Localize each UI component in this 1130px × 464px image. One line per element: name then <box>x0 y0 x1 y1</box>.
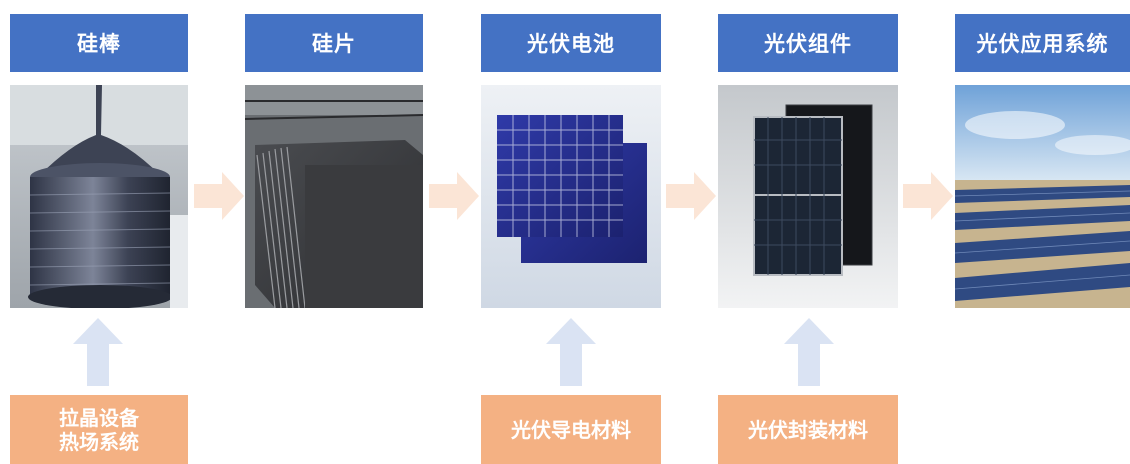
up-arrow-icon <box>546 318 596 386</box>
stage-label: 光伏电池 <box>527 32 615 56</box>
input-conductive-material: 光伏导电材料 <box>481 395 661 464</box>
stage-label: 硅棒 <box>77 32 121 56</box>
input-packaging-material: 光伏封装材料 <box>718 395 898 464</box>
stage-label: 光伏组件 <box>764 32 852 56</box>
flow-arrow-icon <box>903 172 953 220</box>
input-crystal-equipment: 拉晶设备 热场系统 <box>10 395 188 464</box>
stage-header-silicon-wafer: 硅片 <box>245 14 423 72</box>
stage-header-pv-cell: 光伏电池 <box>481 14 661 72</box>
up-arrow-icon <box>73 318 123 386</box>
input-label: 光伏导电材料 <box>511 417 631 442</box>
silicon-rod-image <box>10 85 188 308</box>
pv-module-image <box>718 85 898 308</box>
flow-arrow-icon <box>429 172 479 220</box>
stage-label: 硅片 <box>312 32 356 56</box>
stage-header-silicon-rod: 硅棒 <box>10 14 188 72</box>
input-label: 光伏封装材料 <box>748 417 868 442</box>
flow-arrow-icon <box>666 172 716 220</box>
stage-header-pv-module: 光伏组件 <box>718 14 898 72</box>
pv-system-image <box>955 85 1130 308</box>
stage-header-pv-system: 光伏应用系统 <box>955 14 1130 72</box>
input-label-line2: 热场系统 <box>59 429 139 454</box>
stage-label: 光伏应用系统 <box>976 32 1109 56</box>
pv-cell-image <box>481 85 661 308</box>
silicon-wafer-image <box>245 85 423 308</box>
input-label-line1: 拉晶设备 <box>59 405 139 430</box>
up-arrow-icon <box>784 318 834 386</box>
flow-arrow-icon <box>194 172 244 220</box>
